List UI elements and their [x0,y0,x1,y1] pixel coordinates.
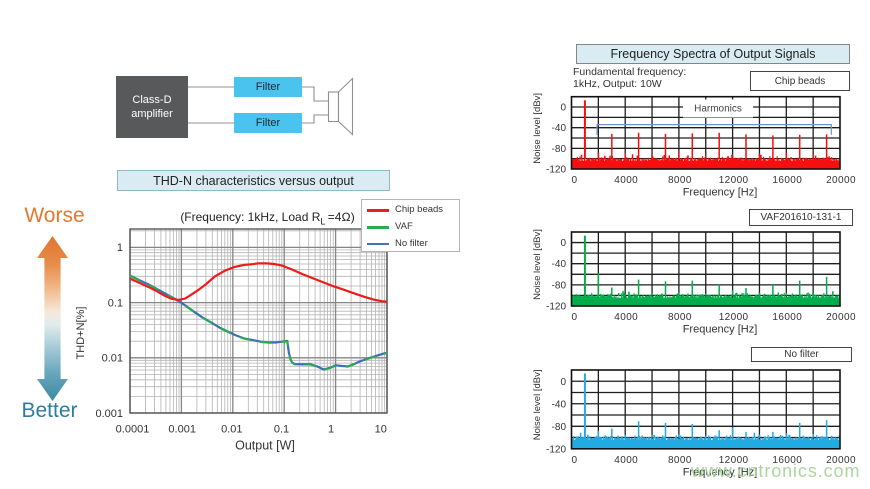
svg-text:8000: 8000 [668,175,692,186]
svg-text:Harmonics: Harmonics [694,104,742,115]
svg-text:Output [W]: Output [W] [235,439,295,453]
svg-text:0: 0 [572,175,578,186]
svg-text:0: 0 [572,312,578,323]
svg-text:0.001: 0.001 [168,424,196,436]
svg-text:-40: -40 [552,399,567,410]
svg-text:-120: -120 [546,302,566,313]
svg-text:-80: -80 [552,422,567,433]
svg-text:4000: 4000 [614,312,638,323]
svg-text:Frequency [Hz]: Frequency [Hz] [683,324,758,336]
svg-text:20000: 20000 [826,312,856,323]
svg-text:THD+N[%]: THD+N[%] [75,307,87,360]
svg-text:16000: 16000 [772,455,802,466]
svg-text:0: 0 [560,103,566,114]
svg-text:Noise level [dBv]: Noise level [dBv] [532,370,543,441]
svg-text:Noise level [dBv]: Noise level [dBv] [532,229,543,300]
svg-text:10: 10 [375,424,387,436]
svg-text:0.1: 0.1 [274,424,289,436]
svg-text:0.01: 0.01 [221,424,242,436]
svg-text:12000: 12000 [719,175,749,186]
svg-text:20000: 20000 [826,175,856,186]
svg-text:Frequency [Hz]: Frequency [Hz] [683,187,758,199]
svg-text:-40: -40 [552,123,567,134]
svg-text:0.001: 0.001 [95,408,123,420]
svg-text:-40: -40 [552,259,567,270]
svg-text:-80: -80 [552,144,567,155]
svg-text:12000: 12000 [719,455,749,466]
svg-text:1: 1 [117,242,123,254]
svg-text:16000: 16000 [772,175,802,186]
svg-text:-120: -120 [546,165,566,176]
svg-text:1: 1 [328,424,334,436]
svg-text:8000: 8000 [668,312,692,323]
svg-text:4000: 4000 [614,455,638,466]
svg-text:8000: 8000 [668,455,692,466]
svg-text:0: 0 [560,377,566,388]
svg-text:0.1: 0.1 [108,297,123,309]
svg-text:0: 0 [572,455,578,466]
svg-text:0.0001: 0.0001 [116,424,150,436]
svg-text:12000: 12000 [719,312,749,323]
svg-text:-120: -120 [546,444,566,455]
svg-text:Frequency [Hz]: Frequency [Hz] [683,466,758,478]
svg-text:20000: 20000 [826,455,856,466]
svg-text:-80: -80 [552,280,567,291]
svg-text:0: 0 [560,238,566,249]
svg-text:4000: 4000 [614,175,638,186]
svg-text:0.01: 0.01 [102,353,123,365]
svg-text:16000: 16000 [772,312,802,323]
svg-text:Noise level [dBv]: Noise level [dBv] [532,93,543,164]
